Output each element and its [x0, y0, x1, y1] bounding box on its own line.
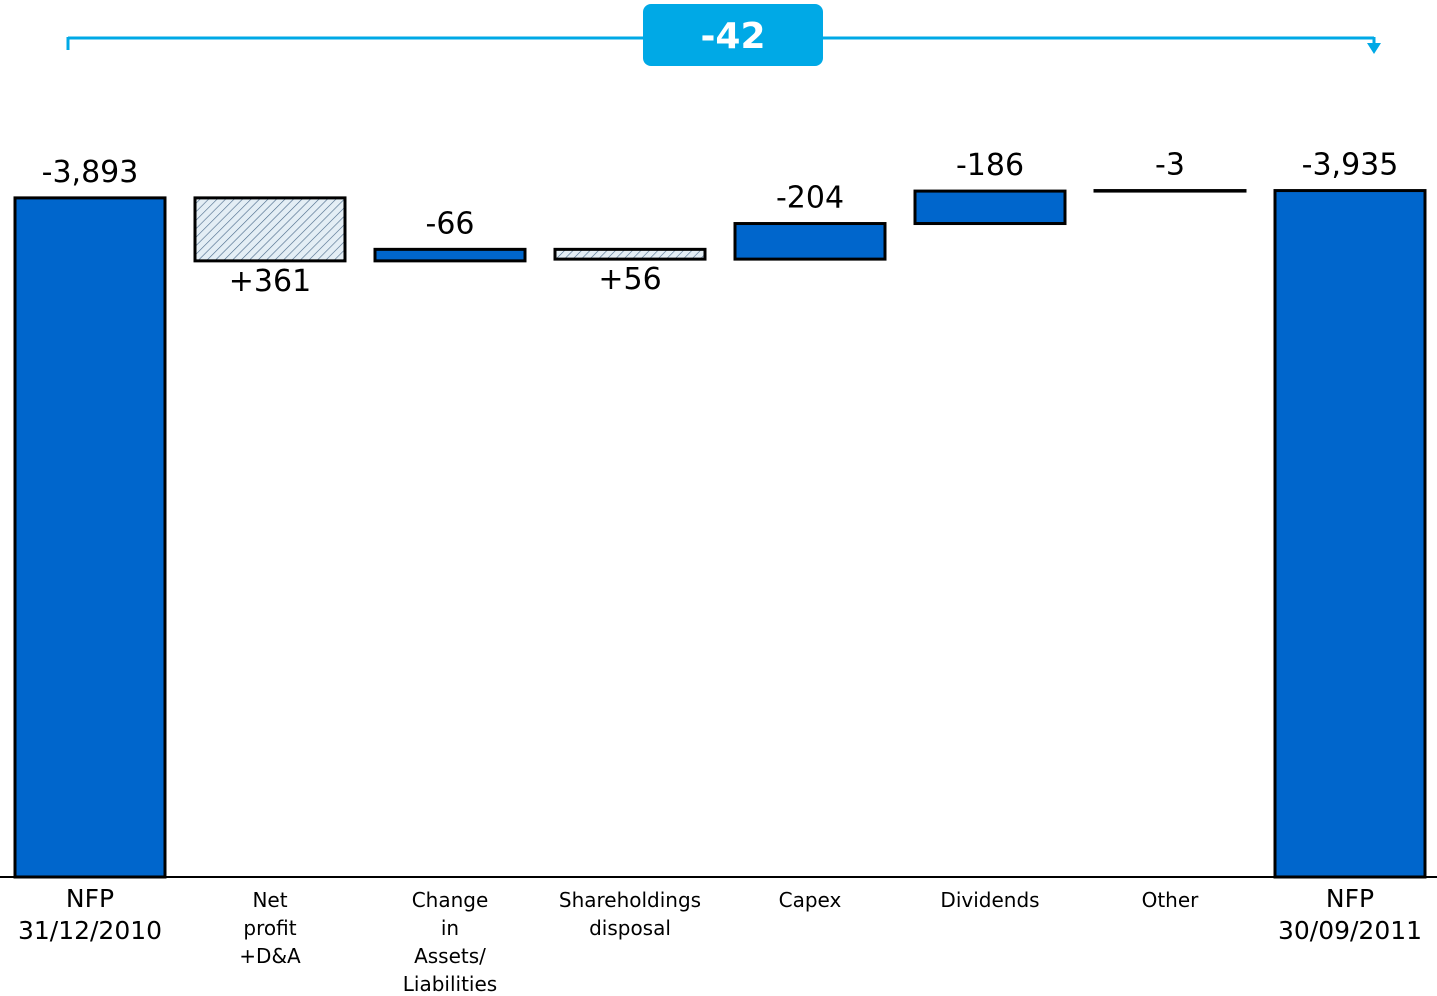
x-tick-label-line: Liabilities	[403, 972, 497, 996]
delta-bar	[913, 189, 1067, 226]
value-label: -186	[956, 148, 1024, 183]
x-tick-label: Dividends	[940, 888, 1039, 912]
total-bar	[13, 196, 167, 879]
x-tick-label: Other	[1142, 888, 1200, 912]
x-tick-label-line: Capex	[779, 888, 842, 912]
x-tick-label-line: disposal	[589, 916, 671, 940]
delta-bar	[193, 196, 347, 263]
delta-bar	[733, 222, 887, 261]
delta-bar	[553, 247, 707, 261]
bracket-arrow	[1367, 43, 1381, 54]
value-label: -66	[426, 206, 475, 241]
x-tick-label-line: in	[441, 916, 459, 940]
change-box	[643, 4, 823, 66]
value-label: -3,935	[1302, 148, 1399, 183]
value-label: -3,893	[42, 155, 139, 190]
x-tick-label-line: +D&A	[239, 944, 301, 968]
x-tick-label-line: 30/09/2011	[1278, 916, 1422, 945]
x-tick-label: Change in Assets/Liabilities	[403, 888, 497, 996]
delta-bar	[373, 247, 527, 263]
x-tick-label-line: Assets/	[414, 944, 486, 968]
x-tick-label-line: Change	[412, 888, 489, 912]
x-tick-label: NFP 31/12/2010	[18, 884, 162, 945]
x-tick-label: Shareholdings disposal	[559, 888, 701, 940]
x-tick-label: NFP 30/09/2011	[1278, 884, 1422, 945]
value-label: -3	[1155, 148, 1185, 183]
x-tick-label-line: NFP	[66, 884, 114, 913]
x-tick-label-line: NFP	[1326, 884, 1374, 913]
change-label: -42	[700, 16, 765, 57]
value-label: +361	[229, 264, 311, 299]
total-bar	[1273, 189, 1427, 879]
x-tick-label: Capex	[779, 888, 842, 912]
x-tick-label-line: profit	[243, 916, 296, 940]
delta-bar	[1093, 189, 1247, 193]
change-bracket: -42	[66, 4, 1381, 66]
value-label: -204	[776, 181, 844, 216]
x-tick-label-line: Net	[252, 888, 287, 912]
value-label: +56	[598, 262, 661, 297]
x-tick-label-line: 31/12/2010	[18, 916, 162, 945]
x-tick-label: Net profit +D&A	[239, 888, 301, 968]
x-tick-label-line: Other	[1142, 888, 1200, 912]
x-tick-label-line: Shareholdings	[559, 888, 701, 912]
x-tick-label-line: Dividends	[940, 888, 1039, 912]
